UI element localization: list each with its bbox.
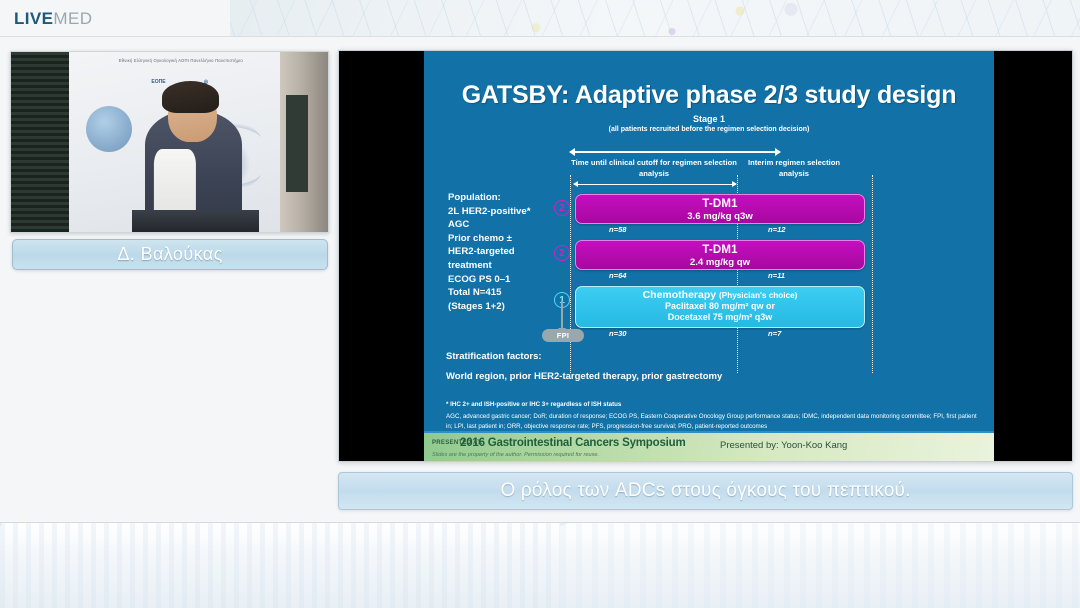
arm-2-n-stage2: n=11: [768, 271, 785, 280]
arm-3-n-stage2: n=7: [768, 329, 782, 338]
talk-title-caption: Ο ρόλος των ADCs στους όγκους του πεπτικ…: [338, 472, 1073, 510]
speaker-video-player[interactable]: Εθνική Ελληνική Ογκολογική ΑΟΠΙ Πανελλήν…: [10, 51, 329, 233]
arm-1-name: T-DM1: [702, 198, 738, 210]
timeline-dashed-line-cutoff: [737, 175, 738, 373]
header-divider: [0, 36, 1080, 37]
stratification-block: Stratification factors: World region, pr…: [446, 351, 722, 382]
arm-3-name-row: Chemotherapy (Physician's choice): [576, 289, 864, 301]
backdrop-logo-b: ◎: [203, 79, 209, 85]
slide-viewer[interactable]: GATSBY: Adaptive phase 2/3 study design …: [338, 50, 1073, 462]
arm-3-name-suffix: (Physician's choice): [719, 291, 798, 300]
footer-symposium-title: 2016 Gastrointestinal Cancers Symposium: [460, 437, 686, 449]
presentation-slide: GATSBY: Adaptive phase 2/3 study design …: [424, 51, 994, 461]
treatment-arm-3: Chemotherapy (Physician's choice) Paclit…: [575, 286, 865, 328]
arm-2-dose: 2.4 mg/kg qw: [689, 257, 751, 268]
treatment-arm-1: T-DM1 3.6 mg/kg q3w: [575, 194, 865, 224]
stage-1-label-group: Stage 1 (all patients recruited before t…: [559, 114, 859, 134]
speaker-name-chip: Δ. Βαλούκας: [12, 239, 328, 270]
speaker-name-label: Δ. Βαλούκας: [117, 244, 223, 264]
arm-2-name: T-DM1: [702, 244, 738, 256]
app-header: LIVEMED: [0, 0, 1080, 37]
arm-3-dose-line-1: Paclitaxel 80 mg/m² qw or: [664, 301, 776, 311]
arm-2-n-row: n=64 n=11: [575, 271, 865, 283]
arm-3-dose-line-2: Docetaxel 75 mg/m² q3w: [667, 312, 773, 323]
stage-1-label: Stage 1: [692, 114, 725, 124]
arm-1-n-stage1: n=58: [609, 225, 627, 234]
arm-3-n-row: n=30 n=7: [575, 329, 865, 341]
arm-1-n-stage2: n=12: [768, 225, 786, 234]
slide-footer-banner: PRESENTED AT: 2016 Gastrointestinal Canc…: [424, 431, 994, 461]
arm-1-n-row: n=58 n=12: [575, 225, 865, 237]
footnote-abbreviations: AGC, advanced gastric cancer; DoR; durat…: [446, 413, 977, 430]
podium: [132, 210, 259, 232]
footer-disclaimer: Slides are the property of the author. P…: [432, 452, 600, 458]
fpi-badge: FPI: [542, 329, 584, 342]
logo-med-text: MED: [53, 9, 93, 28]
stage-backdrop-logos: ΕΟΠΕ ◎: [132, 76, 227, 88]
slide-footnotes: * IHC 2+ and ISH-positive or IHC 3+ rega…: [446, 401, 981, 431]
backdrop-logo-a: ΕΟΠΕ: [151, 79, 166, 85]
treatment-arm-2: T-DM1 2.4 mg/kg qw: [575, 240, 865, 270]
video-frame: Εθνική Ελληνική Ογκολογική ΑΟΠΙ Πανελλήν…: [11, 52, 328, 232]
arm-3-n-stage1: n=30: [609, 329, 627, 338]
arm-badge-2: 2: [554, 245, 570, 261]
interim-analysis-label: Interim regimen selection analysis: [748, 158, 840, 178]
timeline-dashed-line-start: [570, 175, 571, 373]
video-left-curtain: [11, 52, 69, 232]
stage-1-sublabel: (all patients recruited before the regim…: [608, 126, 810, 133]
arm-1-dose: 3.6 mg/kg q3w: [687, 211, 753, 222]
arm-2-n-stage1: n=64: [609, 271, 627, 280]
cutoff-span-arrow: [573, 180, 737, 189]
timeline-dashed-line-interim: [872, 175, 873, 373]
header-decoration: [230, 0, 1080, 37]
footnote-star: * IHC 2+ and ISH-positive or IHC 3+ rega…: [446, 401, 622, 408]
stage-1-span-arrow: [569, 148, 781, 155]
stage-backdrop-text: Εθνική Ελληνική Ογκολογική ΑΟΠΙ Πανελλήν…: [118, 58, 243, 63]
arm-badge-1: 2: [554, 200, 570, 216]
talk-title-text: Ο ρόλος των ADCs στους όγκους του πεπτικ…: [500, 480, 911, 501]
stratification-body: World region, prior HER2-targeted therap…: [446, 371, 723, 382]
population-text-block: Population: 2L HER2-positive* AGC Prior …: [448, 192, 531, 312]
video-scene: Εθνική Ελληνική Ογκολογική ΑΟΠΙ Πανελλήν…: [69, 52, 280, 232]
backdrop-globe-graphic: [85, 106, 132, 152]
arm-3-name: Chemotherapy: [642, 289, 717, 301]
video-right-wall: [280, 52, 328, 232]
livemed-logo[interactable]: LIVEMED: [14, 9, 92, 29]
logo-live-text: LIVE: [14, 9, 54, 28]
slide-title: GATSBY: Adaptive phase 2/3 study design: [461, 81, 957, 109]
fpi-arrow-icon: [558, 301, 565, 334]
speaker-hair: [161, 80, 219, 114]
conference-banner: 3 o Πανελλήνιο Συνέδριο ΘΕΡΑΠΕΥΤΙΚΗΣ ΤΟΥ…: [0, 522, 1080, 608]
footer-presenter: Presented by: Yoon-Koo Kang: [720, 440, 848, 451]
footer-presented-at: PRESENTED AT:: [432, 440, 483, 446]
stratification-title: Stratification factors:: [446, 351, 542, 362]
clinical-cutoff-label: Time until clinical cutoff for regimen s…: [571, 158, 737, 178]
